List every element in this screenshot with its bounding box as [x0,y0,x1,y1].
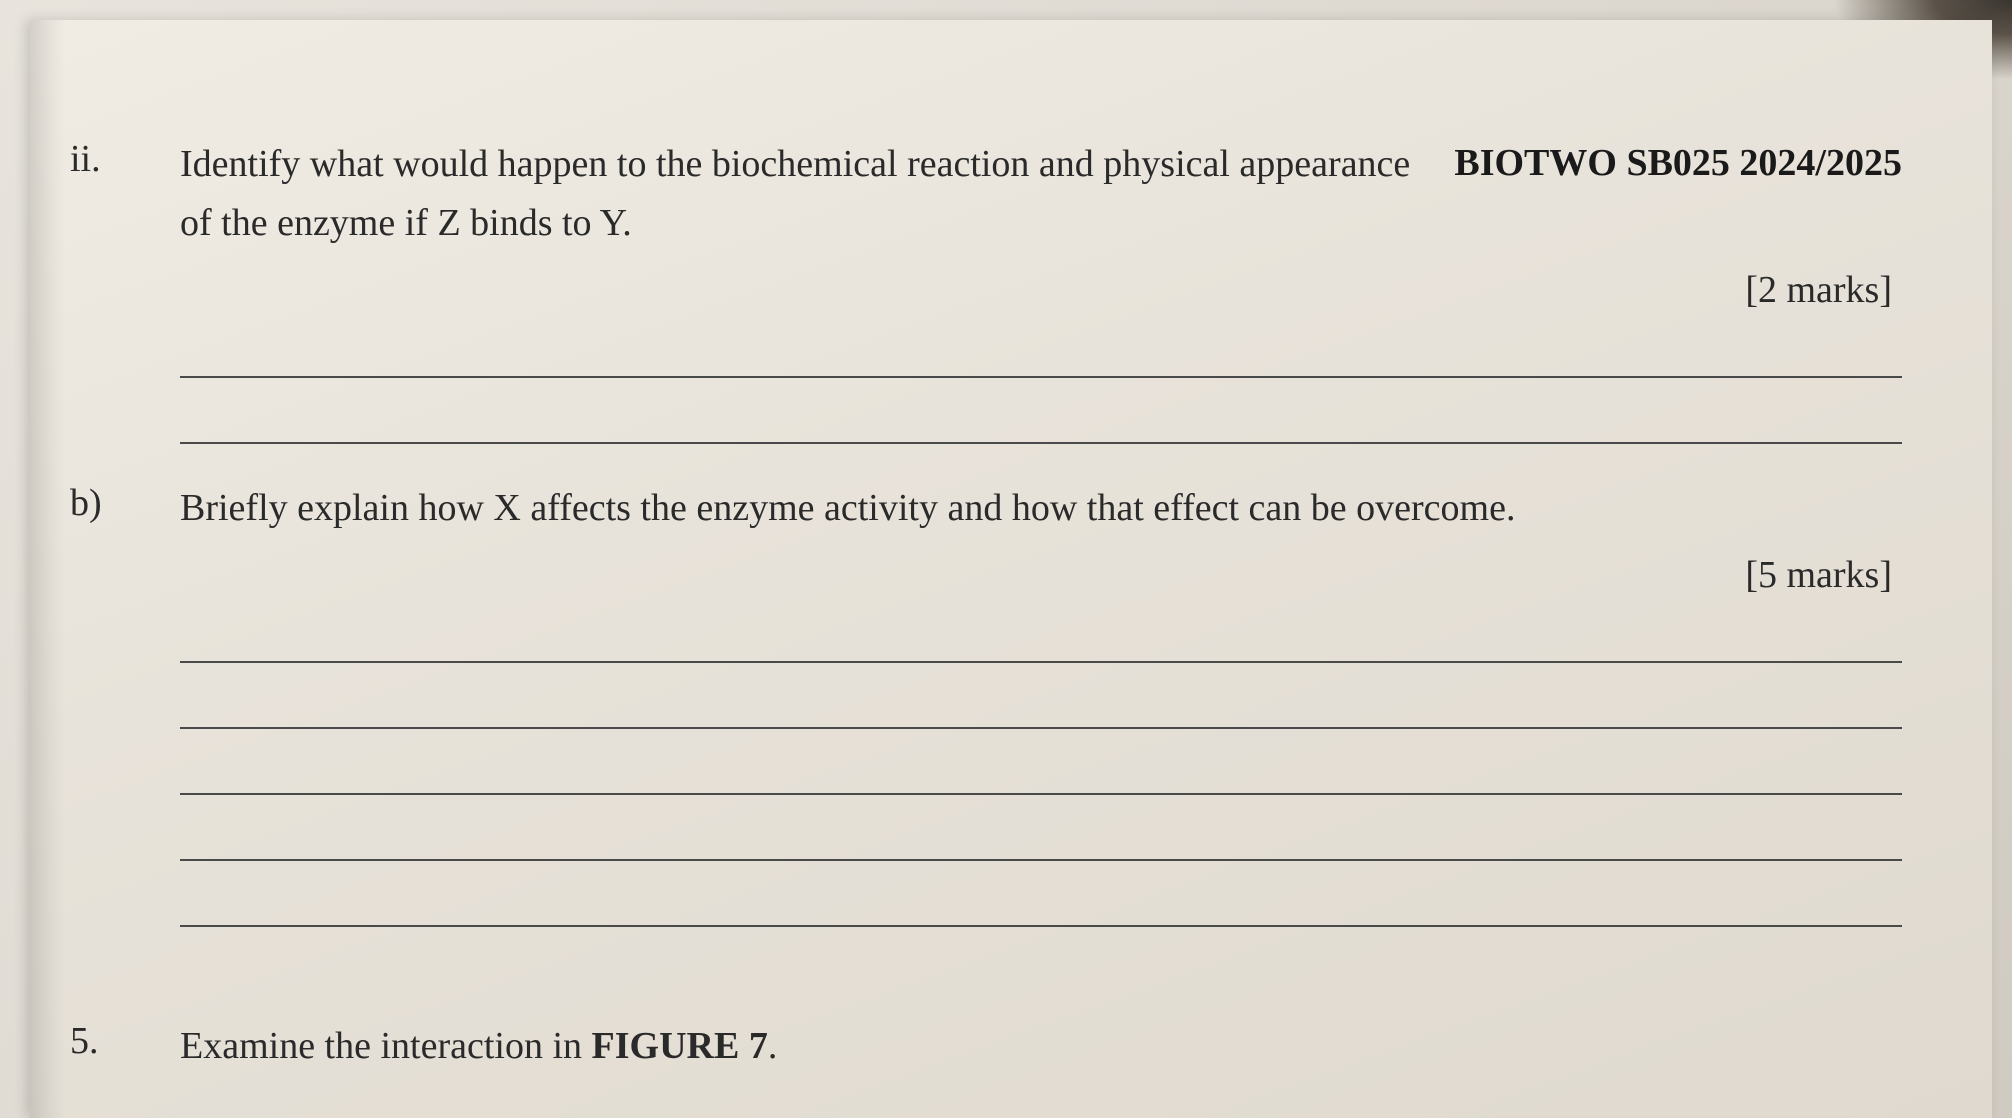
answer-line[interactable] [180,869,1902,927]
answer-line[interactable] [180,671,1902,729]
answer-line[interactable] [180,605,1902,663]
question-ii-answer-area [180,320,1902,444]
course-code-header: BIOTWO SB025 2024/2025 [1454,135,1902,192]
question-b-content: Briefly explain how X affects the enzyme… [180,479,1902,538]
question-5-figure-ref: FIGURE 7 [592,1025,768,1067]
question-ii-marks: [2 marks] [70,268,1902,312]
question-b-label: b) [70,479,180,525]
question-5-text-prefix: Examine the interaction in [180,1025,592,1067]
answer-line[interactable] [180,386,1902,444]
question-ii-content: BIOTWO SB025 2024/2025 Identify what wou… [180,135,1902,253]
question-b-text: Briefly explain how X affects the enzyme… [180,487,1515,529]
question-5-text-suffix: . [768,1025,778,1067]
answer-line[interactable] [180,737,1902,795]
question-b-row: b) Briefly explain how X affects the enz… [70,479,1902,538]
question-b-answer-area [180,605,1902,927]
question-5-label: 5. [70,1017,180,1063]
answer-line[interactable] [180,803,1902,861]
answer-line[interactable] [180,320,1902,378]
question-ii-row: ii. BIOTWO SB025 2024/2025 Identify what… [70,135,1902,253]
question-ii-label: ii. [70,135,180,181]
exam-page: ii. BIOTWO SB025 2024/2025 Identify what… [30,20,1992,1118]
question-b-marks: [5 marks] [70,553,1902,597]
question-5-row: 5. Examine the interaction in FIGURE 7. [70,1017,1902,1076]
question-5-content: Examine the interaction in FIGURE 7. [180,1017,1902,1076]
question-ii-text: Identify what would happen to the bioche… [180,143,1410,244]
